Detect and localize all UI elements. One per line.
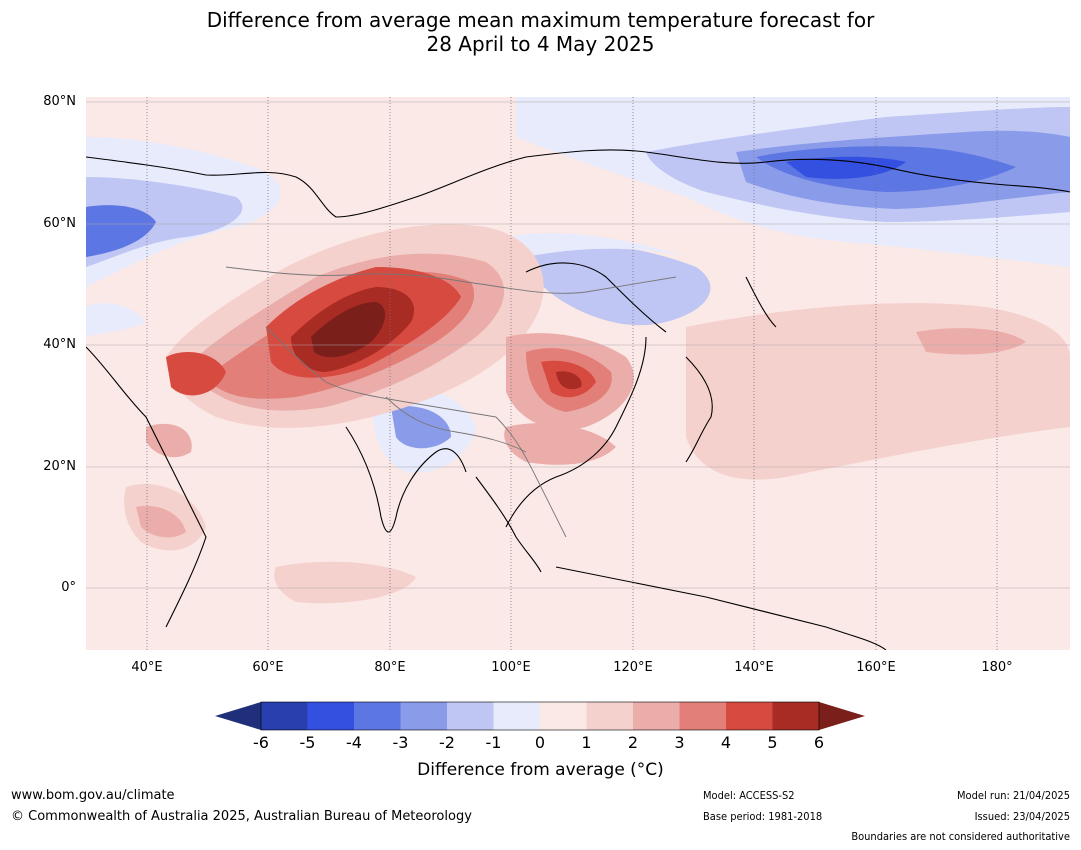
lon-label-100e: 100°E [491,660,531,675]
colorbar [215,701,865,731]
colorbar-tick-label: 3 [674,733,685,752]
colorbar-tick-label: 4 [720,733,732,752]
colorbar-extend-low [215,702,261,730]
footer-copyright: © Commonwealth of Australia 2025, Austra… [11,809,472,824]
lon-label-160e: 160°E [856,660,896,675]
chart-title: Difference from average mean maximum tem… [0,8,1081,56]
footer-issued: Issued: 23/04/2025 [974,810,1070,823]
colorbar-cell [307,702,355,730]
colorbar-tick-label: -5 [299,733,316,752]
lat-label-80n: 80°N [43,94,76,109]
footer-model: Model: ACCESS-S2 [703,789,795,802]
lon-label-120e: 120°E [613,660,653,675]
colorbar-tick-label: 6 [813,733,825,752]
colorbar-cell [772,702,820,730]
lat-label-60n: 60°N [43,216,76,231]
colorbar-tick-label: 0 [534,733,546,752]
lon-label-60e: 60°E [252,660,284,675]
lon-label-140e: 140°E [734,660,774,675]
colorbar-tick-label: -2 [439,733,455,752]
colorbar-tick-label: 5 [767,733,778,752]
title-line-2: 28 April to 4 May 2025 [426,32,655,56]
colorbar-cell [447,702,494,730]
title-line-1: Difference from average mean maximum tem… [206,8,875,32]
anomaly-map [86,97,1070,650]
lat-label-0: 0° [61,580,76,595]
colorbar-extend-high [819,702,865,730]
lat-label-40n: 40°N [43,337,76,352]
footer-model-run: Model run: 21/04/2025 [957,789,1070,802]
footer-url: www.bom.gov.au/climate [11,788,175,803]
colorbar-cell [540,702,587,730]
colorbar-label: Difference from average (°C) [417,760,664,780]
map-canvas [86,97,1070,650]
footer-boundaries: Boundaries are not considered authoritat… [851,830,1070,843]
colorbar-tick-label: -4 [346,733,362,752]
colorbar-cell [726,702,773,730]
colorbar-cell [400,702,448,730]
colorbar-cell [261,702,308,730]
lon-label-180: 180° [981,660,1013,675]
colorbar-tick-label: -6 [253,733,269,752]
colorbar-tick-label: 1 [581,733,592,752]
lat-label-20n: 20°N [43,459,76,474]
colorbar-tick-label: -3 [392,733,409,752]
colorbar-cell [586,702,634,730]
lon-label-80e: 80°E [374,660,406,675]
colorbar-tick-label: 2 [627,733,639,752]
lon-label-40e: 40°E [131,660,163,675]
colorbar-tick-label: -1 [485,733,502,752]
colorbar-cell [354,702,401,730]
colorbar-cell [493,702,541,730]
colorbar-cell [679,702,727,730]
footer-base-period: Base period: 1981-2018 [703,810,823,823]
colorbar-cell [633,702,680,730]
